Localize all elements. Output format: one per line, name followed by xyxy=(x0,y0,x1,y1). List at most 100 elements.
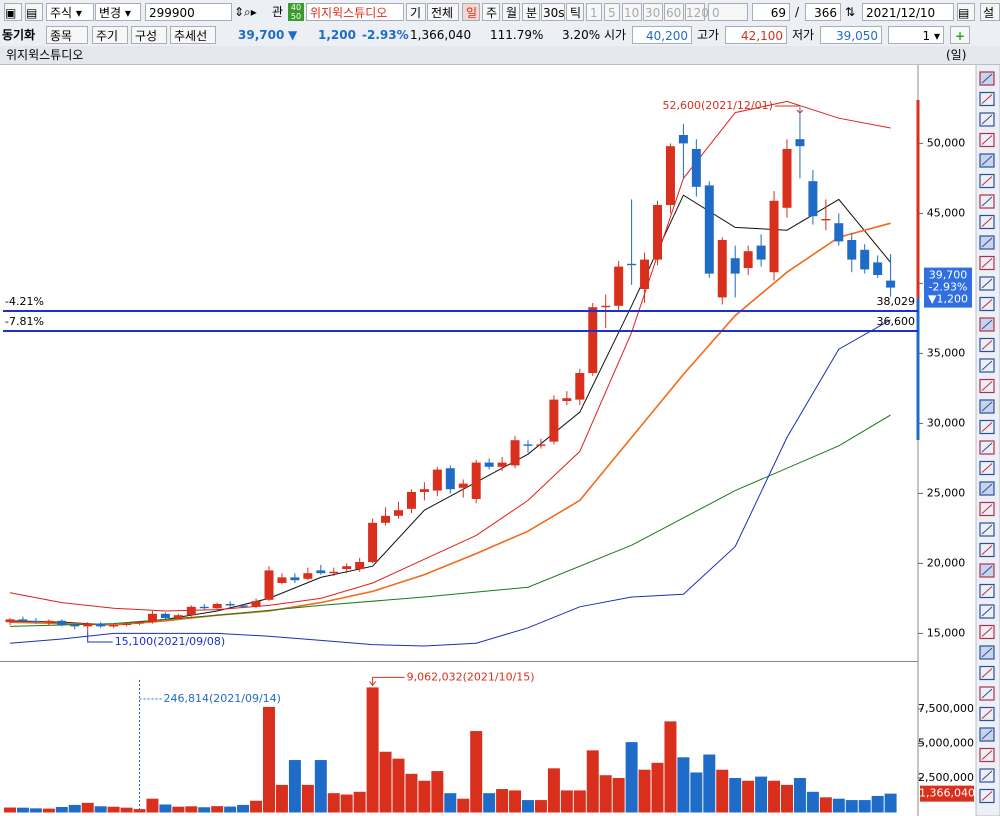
candle-body xyxy=(238,605,248,607)
candle-body xyxy=(394,510,403,516)
interval-button[interactable]: 1 xyxy=(586,3,602,21)
volume-bar xyxy=(379,751,392,813)
tool-icon xyxy=(979,624,995,640)
period-button[interactable]: 틱 xyxy=(566,3,584,21)
tool-icon-stroke xyxy=(981,155,993,166)
y-tick-label: 50,000 xyxy=(927,136,966,149)
candle-body xyxy=(432,469,442,491)
volume-bar xyxy=(250,800,263,813)
volume-bar xyxy=(198,807,211,813)
ma-line xyxy=(9,194,891,626)
tool-icon-stroke xyxy=(981,360,993,371)
gwan[interactable]: 관 xyxy=(272,5,284,19)
tool-icon-stroke xyxy=(981,94,993,104)
tool-icon xyxy=(979,132,995,148)
interval-button[interactable]: 120 xyxy=(685,3,709,21)
period-button[interactable]: 분 xyxy=(522,3,540,21)
change-select[interactable]: 변경 ▾ xyxy=(95,3,141,21)
save-icon[interactable]: ▤ xyxy=(957,3,975,21)
period-button[interactable]: 월 xyxy=(502,3,520,21)
y-tick-label: 30,000 xyxy=(927,416,966,429)
change: 1,200 xyxy=(318,28,356,42)
period-button[interactable]: 일 xyxy=(462,3,480,21)
badge[interactable]: 40 50 xyxy=(288,3,304,21)
volume-bar xyxy=(755,776,768,813)
volume-bar xyxy=(560,790,573,813)
candle-body xyxy=(821,219,831,221)
y-tick-label: 5,000,000 xyxy=(918,736,974,749)
period-button[interactable]: 주 xyxy=(482,3,500,21)
candle-body xyxy=(277,577,287,583)
volume-bar xyxy=(470,731,483,813)
candle-body xyxy=(665,146,675,205)
tool-icon-stroke xyxy=(981,217,993,227)
candle-body xyxy=(756,245,766,260)
zero-spin[interactable]: 0 xyxy=(708,3,748,21)
add-button[interactable]: + xyxy=(950,26,970,44)
volume-bar xyxy=(94,806,107,813)
all-button[interactable]: 전체 xyxy=(427,3,459,21)
level-label: 38,029 xyxy=(877,295,916,308)
ma-line xyxy=(9,414,891,627)
search-icons[interactable]: ⇕⌕▸ xyxy=(234,5,257,19)
min-label: 246,814(2021/09/14) xyxy=(164,692,281,705)
candle-body xyxy=(419,489,429,492)
volume-bar xyxy=(16,807,29,813)
settings-button[interactable]: 설 xyxy=(980,3,1000,21)
icon-button[interactable]: ▣ xyxy=(4,3,22,21)
tool-icons xyxy=(979,71,995,804)
period-button[interactable]: 30s xyxy=(541,3,565,21)
tool-icon xyxy=(979,501,995,517)
code-input[interactable]: 299900 xyxy=(145,3,232,21)
volume-bar xyxy=(534,800,547,813)
tool-icon-stroke xyxy=(981,524,993,535)
volume-bar xyxy=(146,798,159,813)
zoom-icon[interactable]: ⇅ xyxy=(845,5,856,19)
volume-bar xyxy=(107,806,120,813)
high-marker xyxy=(774,105,804,114)
info-button[interactable]: 추세선 xyxy=(170,26,216,44)
interval-button[interactable]: 10 xyxy=(622,3,642,21)
interval-button[interactable]: 5 xyxy=(604,3,620,21)
candle-body xyxy=(691,149,701,187)
total[interactable]: 366 xyxy=(805,3,841,21)
candle-body xyxy=(575,373,585,400)
count[interactable]: 69 xyxy=(752,3,790,21)
candle-body xyxy=(264,570,274,600)
volume-bar xyxy=(211,806,224,813)
volume-bar xyxy=(314,760,327,813)
badge-text: 50 xyxy=(290,12,302,21)
volume-bar xyxy=(703,754,716,813)
volume-bar xyxy=(496,789,509,813)
icon-button[interactable]: ▤ xyxy=(25,3,43,21)
candle-body xyxy=(627,263,637,266)
tool-icon xyxy=(979,255,995,271)
volume-bar xyxy=(68,804,81,813)
price: 39,700 xyxy=(238,28,285,42)
tool-icon-stroke xyxy=(981,73,993,84)
tool-icon xyxy=(979,686,995,701)
interval-button[interactable]: 30 xyxy=(643,3,663,21)
info-button[interactable]: 주기 xyxy=(92,26,128,44)
toolbar: ▣ ▤ 주식 ▾ 변경 ▾ 299900 ⇕⌕▸ 관 40 50 위지윅스튜디오 … xyxy=(0,0,1000,25)
date[interactable]: 2021/12/10 xyxy=(862,3,954,21)
info-button[interactable]: 구성 xyxy=(131,26,167,44)
gi-button[interactable]: 기 xyxy=(406,3,426,21)
candle-body xyxy=(678,135,688,144)
high-label: 고가 xyxy=(697,28,720,42)
candle-body xyxy=(743,251,753,268)
spin[interactable]: 1 ▾ xyxy=(888,26,944,44)
tool-icon xyxy=(979,419,995,435)
volume-bar xyxy=(237,804,250,813)
market-select[interactable]: 주식 ▾ xyxy=(46,3,94,21)
candle-body xyxy=(886,280,896,288)
sync-label[interactable]: 동기화 xyxy=(2,28,36,42)
y-tick-label: 35,000 xyxy=(927,346,966,359)
candle-body xyxy=(795,139,805,147)
info-button[interactable]: 종목 xyxy=(46,26,88,44)
volume-bar xyxy=(431,771,444,813)
interval-button[interactable]: 60 xyxy=(664,3,684,21)
open-label: 시가 xyxy=(604,28,627,42)
candle-body xyxy=(873,262,883,275)
candle-body xyxy=(860,249,870,270)
